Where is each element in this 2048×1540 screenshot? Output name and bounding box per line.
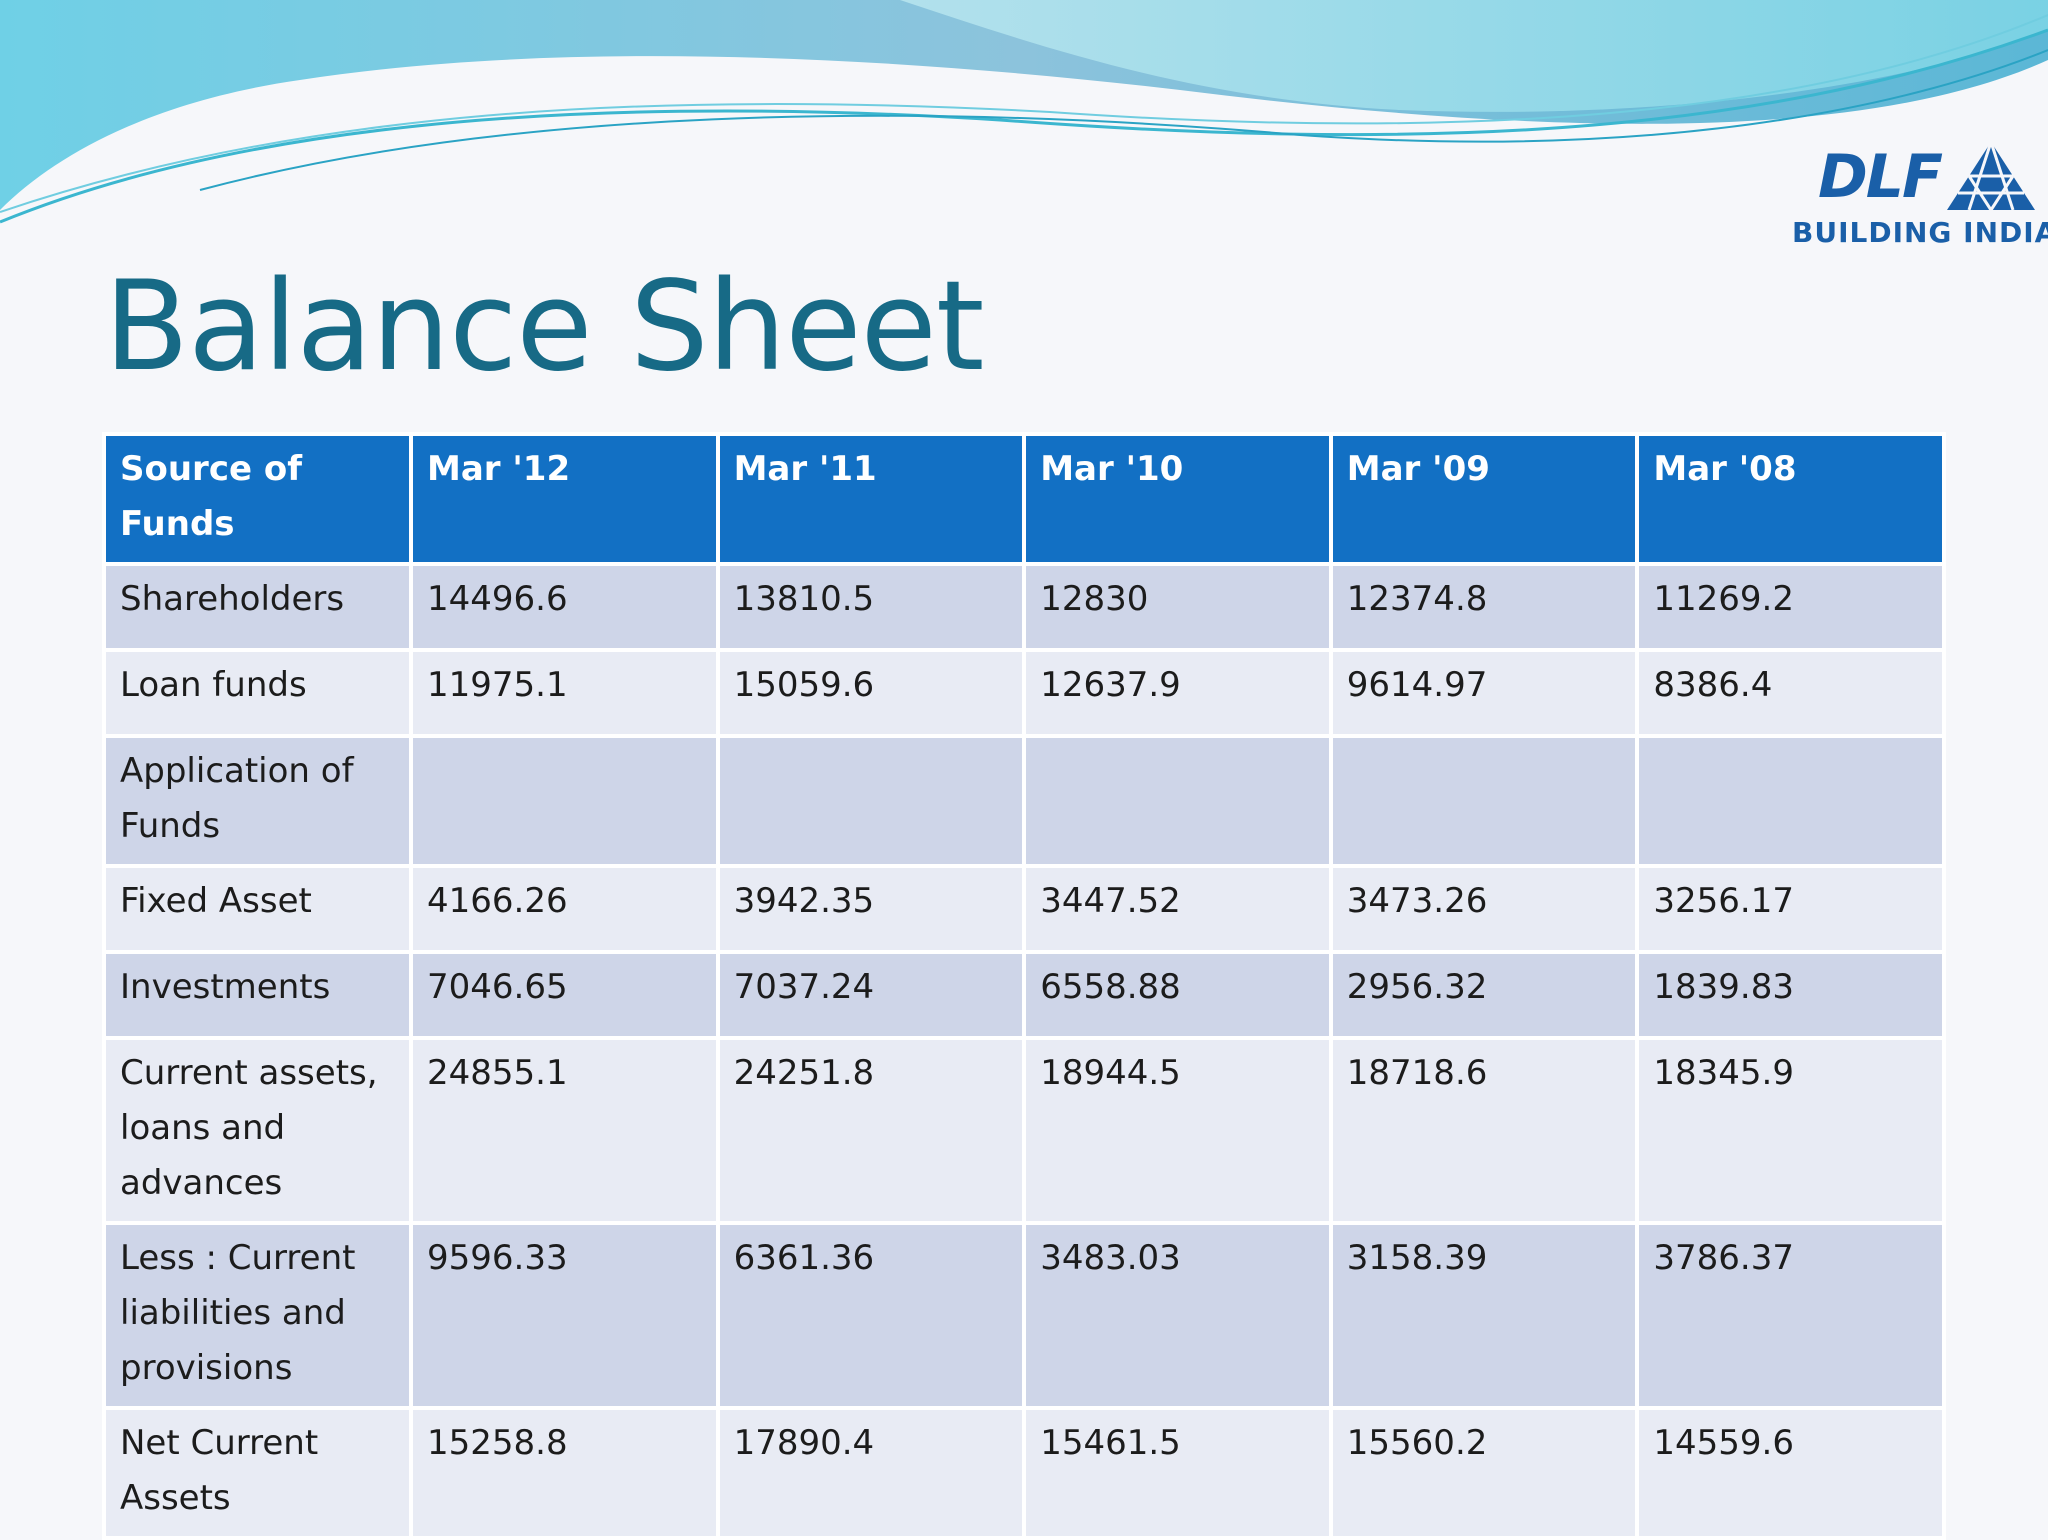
table-cell: 13810.5 bbox=[715, 562, 1027, 652]
table-row: Investments 7046.65 7037.24 6558.88 2956… bbox=[102, 950, 1946, 1040]
table-row: Current assets, loans and advances 24855… bbox=[102, 1036, 1946, 1225]
table-cell: 12830 bbox=[1022, 562, 1333, 652]
table-cell bbox=[1022, 734, 1333, 868]
table-cell: 3942.35 bbox=[715, 864, 1027, 954]
table-cell: 7046.65 bbox=[409, 950, 720, 1040]
table-cell bbox=[409, 734, 720, 868]
table-cell: 3447.52 bbox=[1022, 864, 1333, 954]
table-cell: 18345.9 bbox=[1635, 1036, 1946, 1225]
table-row: Shareholders 14496.6 13810.5 12830 12374… bbox=[102, 562, 1946, 652]
table-cell: 8386.4 bbox=[1635, 648, 1946, 738]
table-cell: 3473.26 bbox=[1328, 864, 1640, 954]
row-label: Net Current Assets bbox=[102, 1406, 413, 1540]
table-header-row: Source of Funds Mar '12 Mar '11 Mar '10 … bbox=[102, 432, 1946, 566]
row-label: Application of Funds bbox=[102, 734, 413, 868]
table-cell: 12374.8 bbox=[1328, 562, 1640, 652]
table-cell: 4166.26 bbox=[409, 864, 720, 954]
table-cell: 7037.24 bbox=[715, 950, 1027, 1040]
table-cell: 14559.6 bbox=[1635, 1406, 1946, 1540]
header-cell: Mar '12 bbox=[409, 432, 720, 566]
table-cell: 12637.9 bbox=[1022, 648, 1333, 738]
table-row: Loan funds 11975.1 15059.6 12637.9 9614.… bbox=[102, 648, 1946, 738]
row-label: Less : Current liabilities and provision… bbox=[102, 1221, 413, 1410]
header-cell: Mar '11 bbox=[715, 432, 1027, 566]
table-cell bbox=[1635, 734, 1946, 868]
table-row: Fixed Asset 4166.26 3942.35 3447.52 3473… bbox=[102, 864, 1946, 954]
table-cell: 1839.83 bbox=[1635, 950, 1946, 1040]
table-cell: 3786.37 bbox=[1635, 1221, 1946, 1410]
header-cell: Mar '09 bbox=[1328, 432, 1640, 566]
header-cell: Source of Funds bbox=[102, 432, 413, 566]
table-cell: 15560.2 bbox=[1328, 1406, 1640, 1540]
table-cell: 17890.4 bbox=[715, 1406, 1027, 1540]
table-cell: 24251.8 bbox=[715, 1036, 1027, 1225]
row-label: Loan funds bbox=[102, 648, 413, 738]
header-wave-decoration bbox=[0, 0, 2048, 224]
table-cell: 9614.97 bbox=[1328, 648, 1640, 738]
table-cell: 3256.17 bbox=[1635, 864, 1946, 954]
table-cell: 14496.6 bbox=[409, 562, 720, 652]
table-row: Application of Funds bbox=[102, 734, 1946, 868]
header-cell: Mar '10 bbox=[1022, 432, 1333, 566]
dlf-logo: DLF BUILDING INDIA bbox=[1780, 140, 2048, 255]
logo-tagline: BUILDING INDIA bbox=[1792, 216, 2048, 249]
table-cell: 9596.33 bbox=[409, 1221, 720, 1410]
logo-wordmark: DLF bbox=[1818, 142, 1943, 212]
slide-title: Balance Sheet bbox=[104, 255, 984, 399]
table-cell: 6361.36 bbox=[715, 1221, 1027, 1410]
table-cell: 3158.39 bbox=[1328, 1221, 1640, 1410]
table-row: Net Current Assets 15258.8 17890.4 15461… bbox=[102, 1406, 1946, 1540]
triangle-logo-icon bbox=[1947, 141, 2035, 211]
table-cell: 11975.1 bbox=[409, 648, 720, 738]
row-label: Shareholders bbox=[102, 562, 413, 652]
table-row: Less : Current liabilities and provision… bbox=[102, 1221, 1946, 1410]
table-cell: 24855.1 bbox=[409, 1036, 720, 1225]
table-cell: 3483.03 bbox=[1022, 1221, 1333, 1410]
table-cell: 11269.2 bbox=[1635, 562, 1946, 652]
table-cell: 15059.6 bbox=[715, 648, 1027, 738]
table-cell: 2956.32 bbox=[1328, 950, 1640, 1040]
table-cell bbox=[1328, 734, 1640, 868]
table-cell: 18944.5 bbox=[1022, 1036, 1333, 1225]
table-cell bbox=[715, 734, 1027, 868]
balance-sheet-table: Source of Funds Mar '12 Mar '11 Mar '10 … bbox=[102, 432, 1946, 1540]
table-cell: 15461.5 bbox=[1022, 1406, 1333, 1540]
row-label: Fixed Asset bbox=[102, 864, 413, 954]
row-label: Current assets, loans and advances bbox=[102, 1036, 413, 1225]
row-label: Investments bbox=[102, 950, 413, 1040]
table-cell: 18718.6 bbox=[1328, 1036, 1640, 1225]
table-cell: 15258.8 bbox=[409, 1406, 720, 1540]
table-cell: 6558.88 bbox=[1022, 950, 1333, 1040]
header-cell: Mar '08 bbox=[1635, 432, 1946, 566]
